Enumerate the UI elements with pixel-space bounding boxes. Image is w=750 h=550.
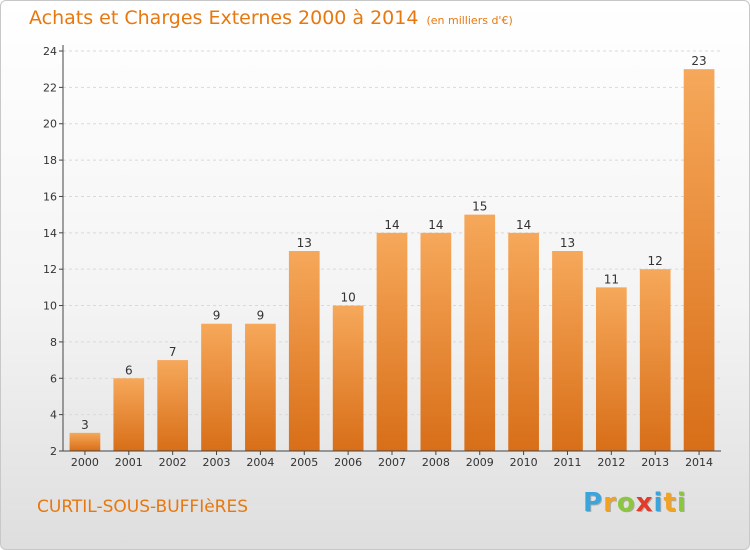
y-tick-label: 6 xyxy=(50,372,57,385)
proxiti-logo: Proxiti xyxy=(583,488,687,518)
bars xyxy=(69,69,715,451)
x-tick-label: 2006 xyxy=(334,456,362,469)
x-tick-label: 2004 xyxy=(246,456,274,469)
bar xyxy=(376,232,408,451)
data-label: 9 xyxy=(257,309,265,323)
data-label: 15 xyxy=(472,200,487,214)
x-tick-label: 2005 xyxy=(290,456,318,469)
x-tick-label: 2008 xyxy=(422,456,450,469)
bar xyxy=(69,432,101,451)
bar xyxy=(288,251,320,451)
x-tick-label: 2013 xyxy=(641,456,669,469)
data-label: 6 xyxy=(125,363,133,377)
commune-name: CURTIL-SOUS-BUFFIèRES xyxy=(37,497,249,517)
logo-letter: i xyxy=(676,488,687,518)
bar xyxy=(464,214,496,451)
y-tick-label: 12 xyxy=(43,263,57,276)
data-label: 9 xyxy=(213,309,221,323)
data-label: 14 xyxy=(428,218,443,232)
logo-letter: r xyxy=(603,488,617,518)
logo-letter: x xyxy=(635,488,654,518)
x-tick-label: 2009 xyxy=(466,456,494,469)
x-tick-label: 2002 xyxy=(159,456,187,469)
logo-letter: o xyxy=(616,488,636,518)
data-label: 14 xyxy=(516,218,531,232)
bar xyxy=(420,232,452,451)
y-tick-label: 8 xyxy=(50,336,57,349)
x-tick-label: 2003 xyxy=(203,456,231,469)
chart-unit: (en milliers d'€) xyxy=(426,14,513,27)
y-tick-label: 14 xyxy=(43,227,57,240)
y-tick-label: 24 xyxy=(43,45,57,58)
x-tick-label: 2011 xyxy=(553,456,581,469)
bar xyxy=(552,251,583,451)
data-label: 14 xyxy=(384,218,399,232)
bar xyxy=(201,323,232,451)
chart-title: Achats et Charges Externes 2000 à 2014 xyxy=(29,7,419,29)
y-tick-label: 20 xyxy=(43,118,57,131)
data-label: 11 xyxy=(604,272,619,286)
bar xyxy=(113,378,145,451)
y-tick-label: 2 xyxy=(50,445,57,458)
logo-letter: P xyxy=(583,488,604,518)
x-tick-label: 2007 xyxy=(378,456,406,469)
chart-title-block: Achats et Charges Externes 2000 à 2014 (e… xyxy=(29,7,513,29)
data-label: 10 xyxy=(340,291,355,305)
y-tick-label: 22 xyxy=(43,81,57,94)
value-labels: 3 6 7 9 9 13 10 14 14 15 14 13 11 12 23 xyxy=(81,54,707,432)
data-label: 12 xyxy=(648,254,663,268)
data-label: 23 xyxy=(691,54,706,68)
y-tick-label: 4 xyxy=(50,409,57,422)
bar xyxy=(245,323,276,451)
x-tick-label: 2000 xyxy=(71,456,99,469)
y-tick-label: 18 xyxy=(43,154,57,167)
logo-letter: i xyxy=(653,488,664,518)
bar xyxy=(157,360,189,451)
data-label: 13 xyxy=(297,236,312,250)
data-label: 7 xyxy=(169,345,177,359)
y-tick-label: 16 xyxy=(43,190,57,203)
bar xyxy=(639,269,671,451)
bar xyxy=(332,305,364,451)
bar xyxy=(508,232,539,451)
x-tick-label: 2014 xyxy=(685,456,713,469)
x-tick-label: 2012 xyxy=(597,456,625,469)
data-label: 3 xyxy=(81,418,89,432)
data-label: 13 xyxy=(560,236,575,250)
x-tick-label: 2001 xyxy=(115,456,143,469)
x-tick-label: 2010 xyxy=(510,456,538,469)
bar xyxy=(683,69,715,451)
y-tick-label: 10 xyxy=(43,300,57,313)
logo-letter: t xyxy=(663,488,677,518)
bar xyxy=(595,287,627,451)
